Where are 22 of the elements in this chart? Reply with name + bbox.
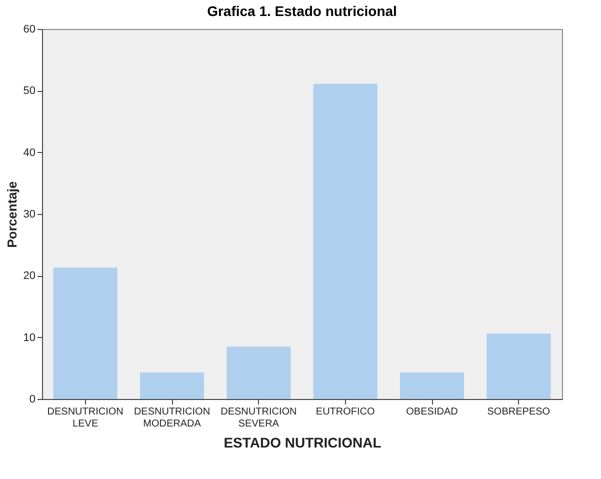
x-tick-label: DESNUTRICION LEVE (47, 406, 124, 430)
bar (53, 268, 118, 399)
y-tick-label: 40 (23, 146, 36, 159)
x-tick-label: DESNUTRICION MODERADA (134, 406, 210, 430)
y-tick-label: 50 (23, 85, 36, 98)
bar (486, 334, 551, 399)
bar (226, 346, 291, 399)
bar (400, 372, 464, 399)
y-axis-title: Porcentaje (4, 181, 20, 248)
x-tick-label: EUTROFICO (316, 406, 375, 418)
bar (313, 84, 378, 399)
x-tick-label: SOBREPESO (487, 406, 550, 418)
x-tick-label: OBESIDAD (406, 406, 458, 418)
y-tick-label: 30 (23, 208, 36, 220)
bar (140, 372, 204, 399)
y-tick-label: 0 (29, 394, 36, 406)
y-tick-label: 60 (23, 24, 36, 36)
y-tick-label: 20 (23, 270, 36, 282)
x-axis-title: ESTADO NUTRICIONAL (224, 434, 382, 450)
x-tick-label: DESNUTRICION SEVERA (220, 406, 297, 430)
chart-title: Grafica 1. Estado nutricional (207, 3, 397, 19)
y-tick-label: 10 (23, 332, 36, 344)
